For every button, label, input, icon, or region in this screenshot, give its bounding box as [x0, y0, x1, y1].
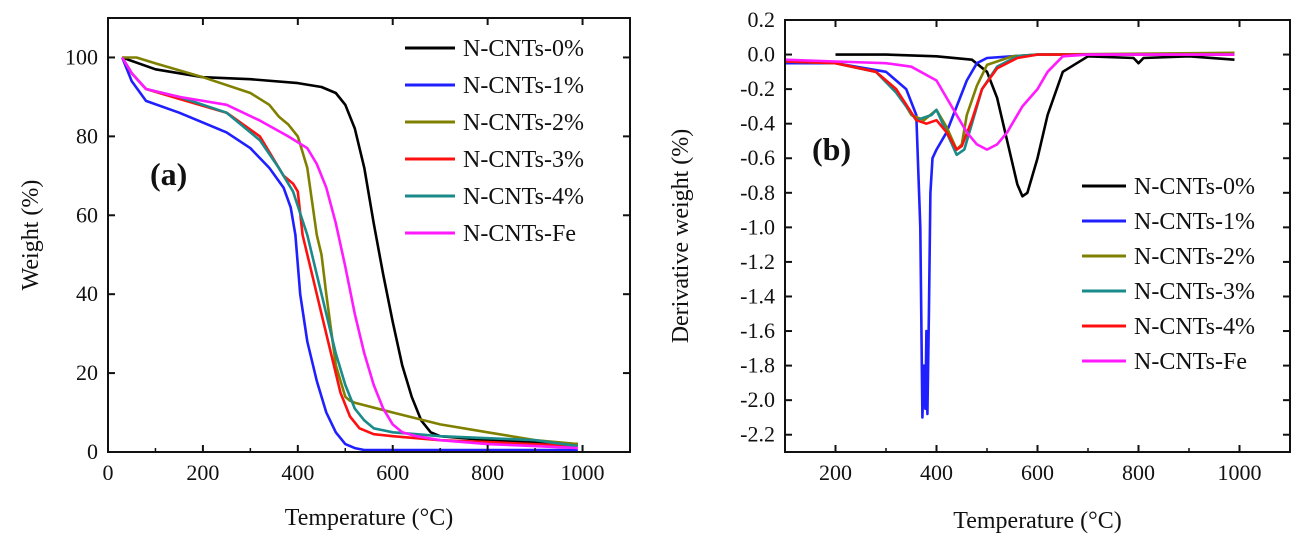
series-line-n-cnts-1- — [120, 57, 578, 452]
panel-b: 200 400 600 800 1000 0.2 0.0 -0.2 -0.4 -0.6 -0.8 -1… — [668, 7, 1291, 534]
panel-label: (b) — [812, 131, 851, 167]
legend: N-CNTs-0% N-CNTs-1% N-CNTs-2% N-CNTs-3% N-CN… — [1082, 174, 1255, 375]
x-axis-label: Temperature (°C) — [953, 508, 1122, 534]
legend-label: N-CNTs-1% — [1134, 209, 1255, 235]
legend-label: N-CNTs-2% — [463, 110, 584, 136]
y-tick-label: -1.8 — [740, 353, 775, 378]
series-line-n-cnts-4- — [784, 53, 1235, 151]
y-tick-label: 20 — [76, 360, 98, 385]
series-line-n-cnts-3- — [784, 53, 1235, 157]
y-tick-label: -2.0 — [740, 387, 775, 412]
x-tick-label: 200 — [819, 460, 852, 485]
x-axis-label: Temperature (°C) — [285, 505, 454, 531]
legend-label: N-CNTs-4% — [463, 184, 584, 210]
x-tick-label: 200 — [186, 460, 219, 485]
series-line-n-cnts-4- — [121, 56, 578, 448]
y-tick-label: 40 — [76, 281, 98, 306]
legend-label: N-CNTs-Fe — [463, 221, 576, 247]
y-tick-label: -1.6 — [740, 318, 775, 343]
panel-label: (a) — [150, 156, 187, 192]
series-line-n-cnts-fe — [784, 53, 1235, 151]
legend-label: N-CNTs-0% — [463, 36, 584, 62]
y-tick-label: -0.4 — [740, 111, 775, 136]
y-axis-label: Derivative weight (%) — [668, 129, 694, 344]
y-tick-label: 0 — [87, 439, 98, 464]
legend-label: N-CNTs-Fe — [1134, 349, 1247, 375]
x-tick-label: 1000 — [1218, 460, 1262, 485]
legend-label: N-CNTs-1% — [463, 73, 584, 99]
y-tick-label: 60 — [76, 202, 98, 227]
legend-label: N-CNTs-3% — [1134, 279, 1255, 305]
legend-label: N-CNTs-2% — [1134, 244, 1255, 270]
y-axis-label: Weight (%) — [18, 180, 44, 291]
y-tick-label: 0.0 — [748, 42, 776, 67]
x-tick-label: 400 — [281, 460, 314, 485]
series-group — [784, 51, 1235, 419]
x-tick-label: 1000 — [561, 460, 605, 485]
plot-frame — [784, 19, 1291, 453]
legend-label: N-CNTs-3% — [463, 147, 584, 173]
legend-label: N-CNTs-4% — [1134, 314, 1255, 340]
y-tick-label: -2.2 — [740, 422, 775, 447]
x-tick-label: 800 — [471, 460, 504, 485]
y-tick-label: -0.2 — [740, 76, 775, 101]
y-tick-label: 80 — [76, 123, 98, 148]
x-tick-label: 600 — [376, 460, 409, 485]
y-tick-label: -1.2 — [740, 249, 775, 274]
y-tick-label: 100 — [65, 44, 98, 69]
y-tick-label: -1.0 — [740, 214, 775, 239]
series-line-n-cnts-0- — [835, 53, 1235, 198]
x-tick-label: 600 — [1021, 460, 1054, 485]
legend: N-CNTs-0% N-CNTs-1% N-CNTs-2% N-CNTs-3% N-CN… — [405, 36, 584, 247]
y-tick-label: -0.8 — [740, 180, 775, 205]
legend-label: N-CNTs-0% — [1134, 174, 1255, 200]
series-line-n-cnts-1- — [785, 53, 1235, 419]
x-tick-label: 0 — [103, 460, 114, 485]
plot-frame — [107, 17, 631, 453]
y-tick-label: -1.4 — [740, 283, 775, 308]
series-line-n-cnts-2- — [122, 56, 578, 446]
y-tick-label: 0.2 — [748, 7, 776, 32]
x-tick-label: 800 — [1122, 460, 1155, 485]
panel-a: 0 200 400 600 800 1000 0 20 40 60 80 100 Temperature… — [18, 17, 631, 531]
y-tick-label: -0.6 — [740, 145, 775, 170]
x-tick-label: 400 — [920, 460, 953, 485]
series-group — [120, 56, 578, 452]
series-line-n-cnts-fe — [121, 56, 578, 450]
